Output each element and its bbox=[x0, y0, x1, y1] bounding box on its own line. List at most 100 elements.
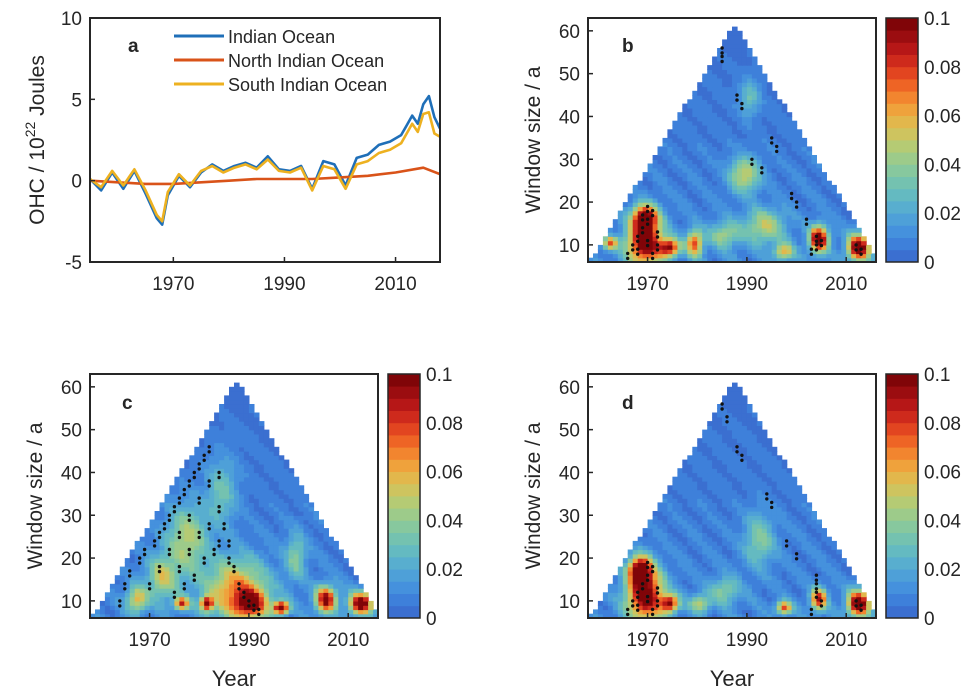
heatmap-cell bbox=[268, 549, 275, 555]
heatmap-cell bbox=[751, 146, 758, 152]
heatmap-cell bbox=[756, 532, 763, 538]
heatmap-cell bbox=[308, 558, 315, 563]
heatmap-cell bbox=[214, 583, 220, 589]
heatmap-cell bbox=[771, 206, 778, 212]
heatmap-cell bbox=[298, 588, 305, 593]
heatmap-cell bbox=[786, 540, 793, 546]
heatmap-cell bbox=[268, 613, 275, 619]
heatmap-cell bbox=[776, 197, 783, 203]
heatmap-cell bbox=[174, 600, 180, 606]
significance-dot bbox=[217, 544, 221, 548]
heatmap-cell bbox=[707, 257, 713, 263]
heatmap-cell bbox=[761, 73, 768, 79]
heatmap-cell bbox=[846, 583, 852, 589]
heatmap-cell bbox=[632, 558, 639, 563]
heatmap-cell bbox=[732, 219, 738, 225]
heatmap-cell bbox=[707, 468, 713, 474]
heatmap-cell bbox=[154, 515, 161, 521]
heatmap-cell bbox=[253, 442, 260, 448]
heatmap-cell bbox=[219, 438, 225, 444]
heatmap-cell bbox=[727, 35, 733, 40]
heatmap-cell bbox=[801, 511, 808, 516]
heatmap-cell bbox=[278, 476, 285, 482]
heatmap-cell bbox=[199, 609, 205, 615]
heatmap-cell bbox=[811, 536, 817, 542]
heatmap-cell bbox=[692, 549, 698, 555]
heatmap-cell bbox=[791, 609, 798, 615]
heatmap-cell bbox=[746, 605, 753, 611]
heatmap-cell bbox=[179, 523, 185, 529]
heatmap-cell bbox=[732, 116, 738, 122]
heatmap-cell bbox=[288, 472, 295, 478]
heatmap-cell bbox=[179, 519, 185, 525]
heatmap-cell bbox=[806, 502, 813, 508]
heatmap-cell bbox=[697, 193, 703, 199]
heatmap-cell bbox=[766, 99, 773, 105]
heatmap-cell bbox=[617, 223, 624, 229]
heatmap-cell bbox=[786, 553, 793, 559]
heatmap-cell bbox=[771, 146, 778, 152]
heatmap-cell bbox=[761, 481, 768, 486]
heatmap-cell bbox=[727, 463, 733, 469]
heatmap-cell bbox=[766, 129, 773, 135]
heatmap-cell bbox=[717, 545, 723, 551]
heatmap-cell bbox=[732, 532, 738, 538]
heatmap-cell bbox=[712, 236, 718, 242]
heatmap-cell bbox=[298, 596, 305, 602]
heatmap-cell bbox=[234, 476, 240, 482]
heatmap-cell bbox=[313, 579, 319, 585]
heatmap-cell bbox=[662, 566, 669, 572]
heatmap-cell bbox=[776, 257, 783, 263]
heatmap-cell bbox=[756, 129, 763, 135]
heatmap-cell bbox=[761, 172, 768, 177]
heatmap-cell bbox=[627, 562, 634, 568]
heatmap-cell bbox=[751, 523, 758, 529]
heatmap-cell bbox=[672, 236, 678, 242]
heatmap-cell bbox=[677, 219, 683, 225]
heatmap-cell bbox=[253, 455, 260, 461]
heatmap-cell bbox=[298, 540, 305, 546]
heatmap-cell bbox=[268, 493, 275, 499]
heatmap-cell bbox=[717, 167, 723, 173]
heatmap-cell bbox=[338, 592, 344, 598]
heatmap-cell bbox=[722, 107, 728, 113]
heatmap-cell bbox=[184, 575, 190, 581]
heatmap-cell bbox=[243, 511, 250, 516]
heatmap-cell bbox=[672, 553, 678, 559]
heatmap-cell bbox=[258, 442, 265, 448]
heatmap-cell bbox=[273, 553, 280, 559]
heatmap-cell bbox=[159, 549, 166, 555]
heatmap-cell bbox=[756, 197, 763, 203]
heatmap-cell bbox=[771, 596, 778, 602]
heatmap-cell bbox=[806, 605, 813, 611]
heatmap-cell bbox=[263, 472, 270, 478]
heatmap-cell bbox=[687, 125, 693, 130]
heatmap-cell bbox=[776, 485, 783, 491]
heatmap-cell bbox=[781, 613, 788, 619]
heatmap-cell bbox=[298, 506, 305, 512]
heatmap-cell bbox=[293, 536, 300, 542]
heatmap-cell bbox=[677, 202, 683, 207]
heatmap-cell bbox=[737, 532, 743, 538]
heatmap-cell bbox=[667, 163, 673, 169]
heatmap-cell bbox=[597, 253, 604, 259]
heatmap-cell bbox=[627, 214, 634, 220]
heatmap-cell bbox=[169, 511, 175, 516]
heatmap-cell bbox=[861, 609, 867, 615]
heatmap-cell bbox=[338, 588, 344, 593]
heatmap-cell bbox=[682, 570, 688, 576]
heatmap-cell bbox=[273, 536, 280, 542]
heatmap-cell bbox=[169, 523, 175, 529]
heatmap-cell bbox=[144, 588, 151, 593]
heatmap-cell bbox=[786, 159, 793, 165]
heatmap-cell bbox=[771, 553, 778, 559]
heatmap-cell bbox=[229, 609, 235, 615]
colorbar-segment bbox=[388, 447, 420, 460]
heatmap-cell bbox=[219, 511, 225, 516]
heatmap-cell bbox=[702, 613, 708, 619]
heatmap-cell bbox=[786, 223, 793, 229]
heatmap-cell bbox=[791, 536, 798, 542]
heatmap-cell bbox=[229, 442, 235, 448]
heatmap-cell bbox=[258, 583, 265, 589]
heatmap-cell bbox=[174, 583, 180, 589]
